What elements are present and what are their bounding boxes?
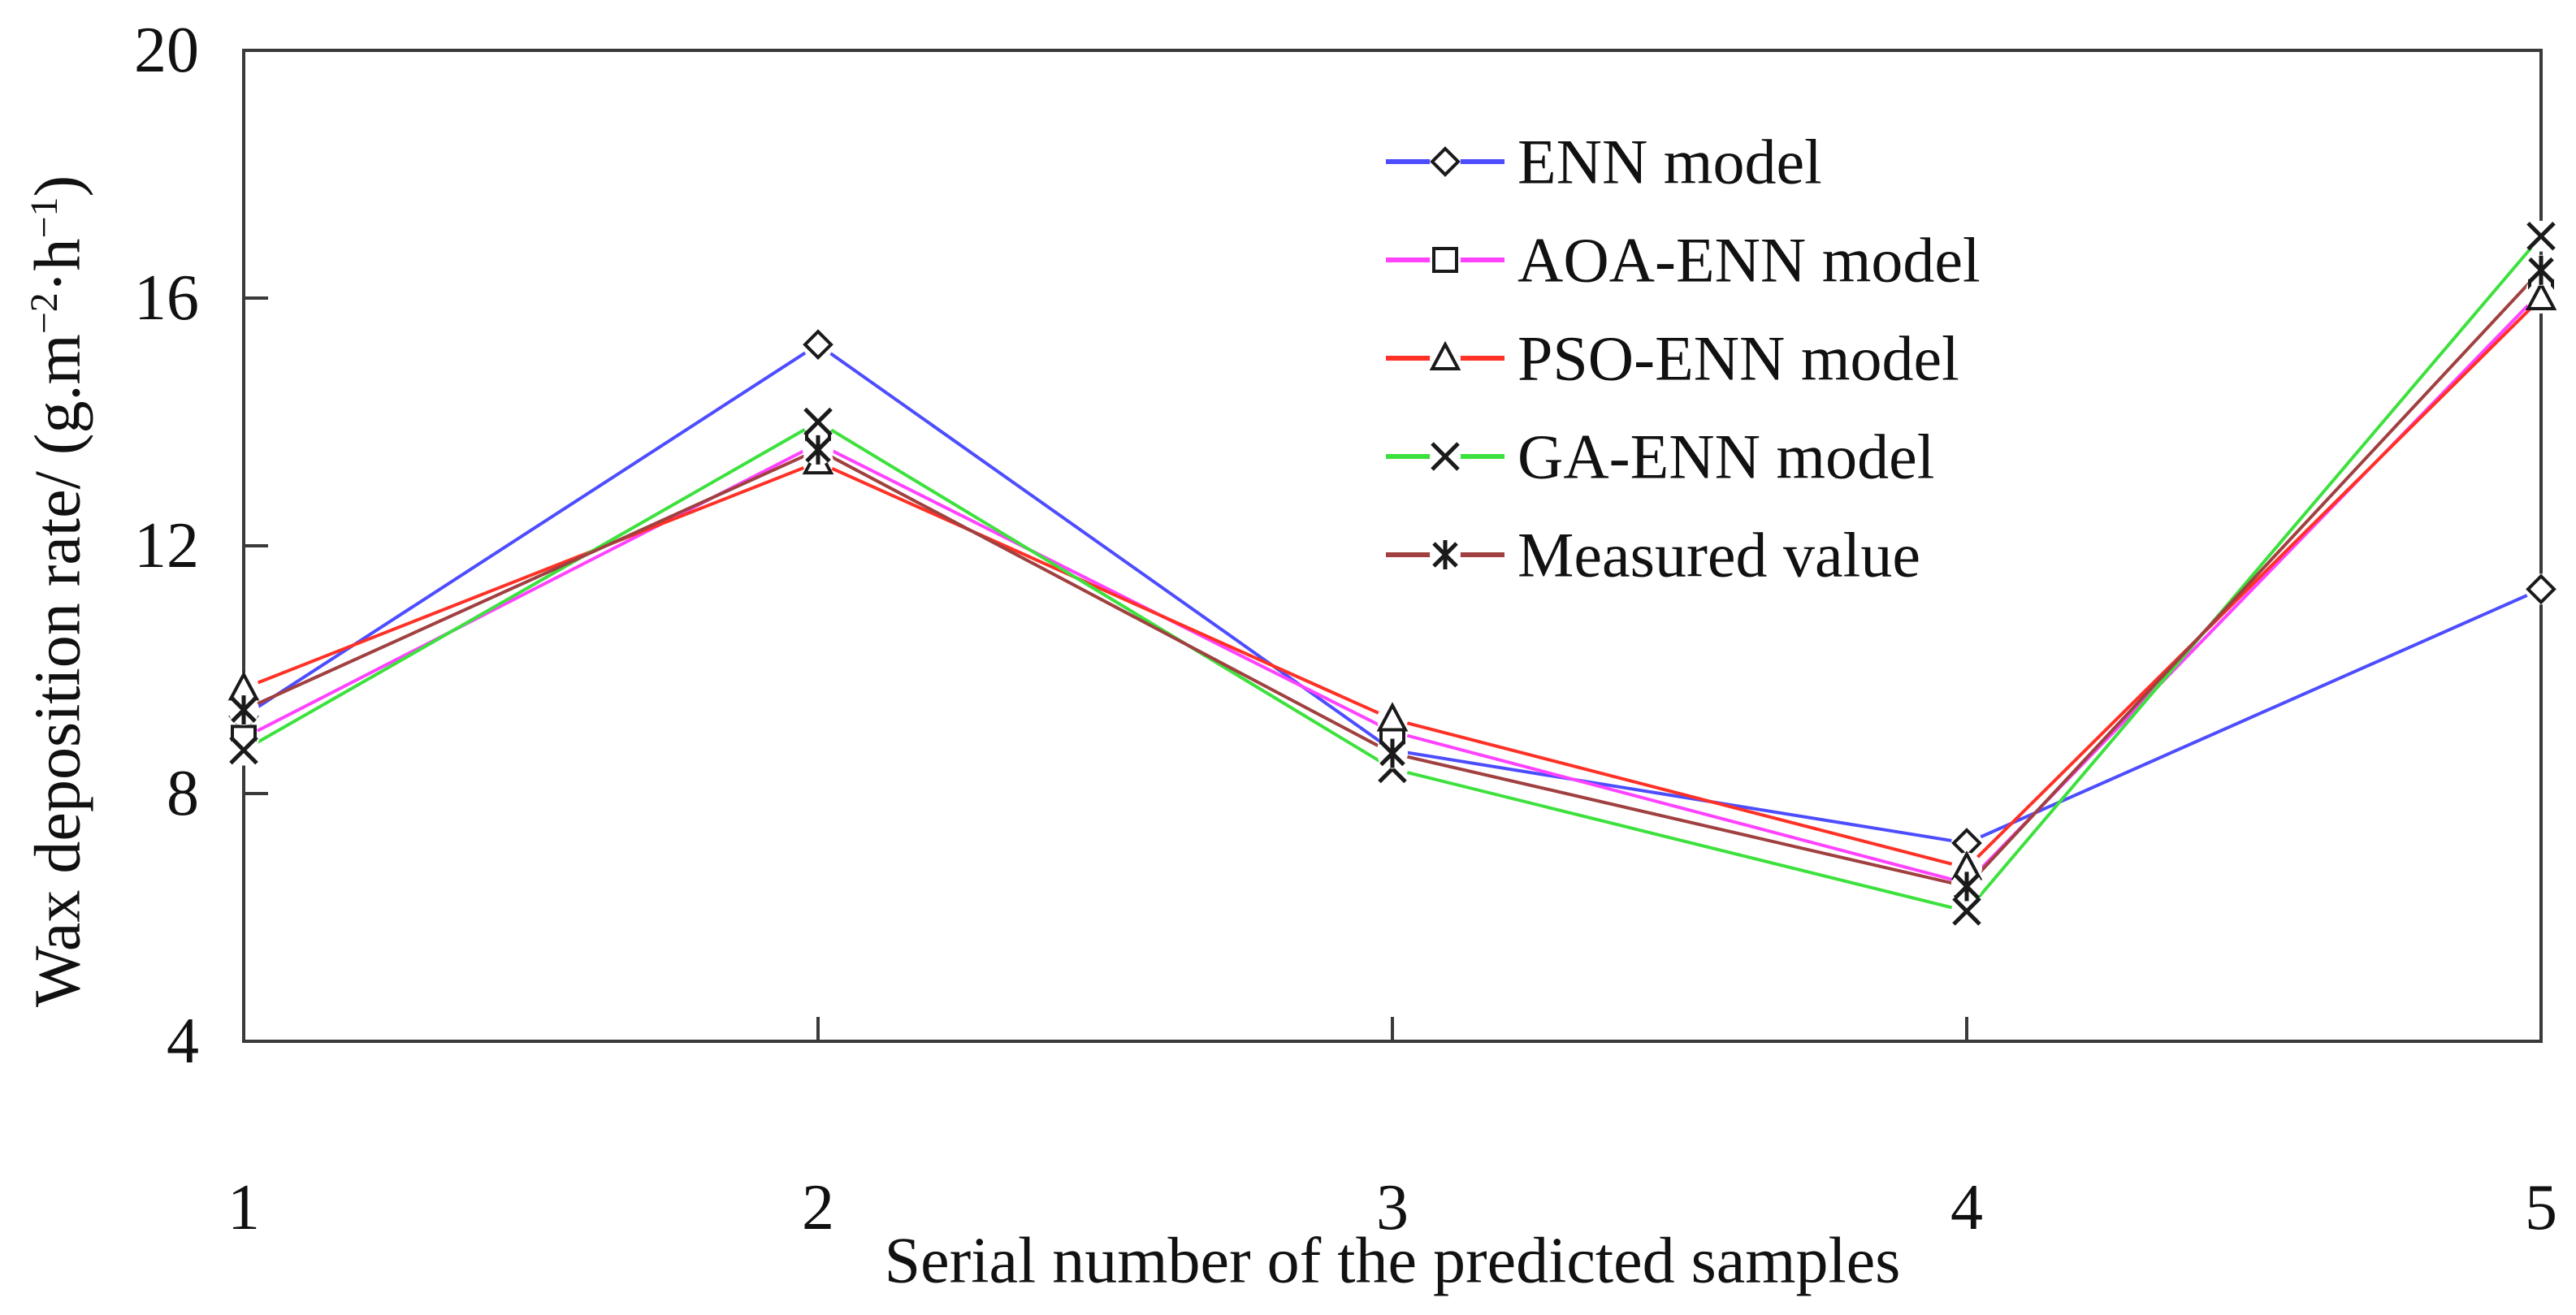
legend-item: ENN model: [1386, 127, 1822, 197]
legend-item: Measured value: [1386, 520, 1920, 590]
x-axis-title: Serial number of the predicted samples: [885, 1225, 1901, 1299]
asterisk-marker: [231, 695, 257, 725]
legend-item: PSO-ENN model: [1386, 323, 1959, 394]
triangle-marker: [2525, 280, 2557, 310]
legend-label: PSO-ENN model: [1517, 323, 1959, 394]
y-axis-title: Wax deposition rate/ (g.m−2·h−1): [22, 175, 96, 1007]
legend-item: GA-ENN model: [1386, 422, 1934, 492]
x-marker: [2526, 221, 2556, 251]
asterisk-marker: [805, 435, 831, 465]
x-tick-label: 2: [802, 1172, 834, 1244]
x-marker: [229, 735, 258, 765]
y-tick-label: 4: [167, 1006, 199, 1077]
asterisk-marker: [1954, 872, 1980, 902]
asterisk-marker: [2528, 255, 2554, 285]
x-marker: [1952, 897, 1981, 926]
plot-border: [242, 49, 2543, 1043]
legend-item: AOA-ENN model: [1386, 225, 1981, 296]
triangle-marker: [1429, 340, 1461, 370]
y-tick-label: 16: [134, 262, 199, 334]
y-tick-label: 12: [134, 510, 199, 582]
series-markers: [227, 220, 2557, 927]
x-tick-label: 5: [2525, 1172, 2557, 1244]
y-axis-unit-exponent-2: −1: [22, 197, 66, 239]
y-tick-label: 20: [134, 15, 199, 86]
series-line-aoa-enn-model: [243, 290, 2543, 885]
diamond-marker: [2526, 573, 2557, 605]
x-tick-label: 3: [1376, 1172, 1409, 1244]
y-tick-label: 8: [167, 758, 199, 829]
asterisk-marker: [1379, 738, 1405, 768]
x-tick-label: 1: [227, 1172, 260, 1244]
x-axis-title-text: Serial number of the predicted samples: [884, 1225, 1901, 1297]
legend-label: Measured value: [1517, 520, 1920, 590]
x-marker: [803, 407, 833, 437]
series-line-measured-value: [243, 269, 2543, 889]
y-axis-title-mid: ·h: [22, 238, 94, 293]
diamond-marker: [803, 329, 833, 361]
series-line-ga-enn-model: [243, 235, 2543, 914]
legend: ENN model AOA-ENN model PSO-ENN model GA-EN…: [1386, 127, 1981, 590]
y-axis-title-prefix: Wax deposition rate/ (g.m: [22, 334, 94, 1008]
square-marker: [1432, 247, 1458, 273]
y-axis-unit-exponent-1: −2: [22, 292, 66, 335]
series-lines: [242, 235, 2543, 914]
triangle-marker: [1376, 702, 1409, 732]
x-marker: [1431, 442, 1460, 471]
x-tick-label: 4: [1950, 1172, 1983, 1244]
legend-label: AOA-ENN model: [1517, 225, 1981, 296]
legend-label: GA-ENN model: [1517, 422, 1934, 492]
asterisk-marker: [1432, 540, 1458, 569]
diamond-marker: [1430, 146, 1461, 177]
legend-label: ENN model: [1517, 127, 1822, 197]
y-axis-title-suffix: ): [22, 175, 94, 197]
